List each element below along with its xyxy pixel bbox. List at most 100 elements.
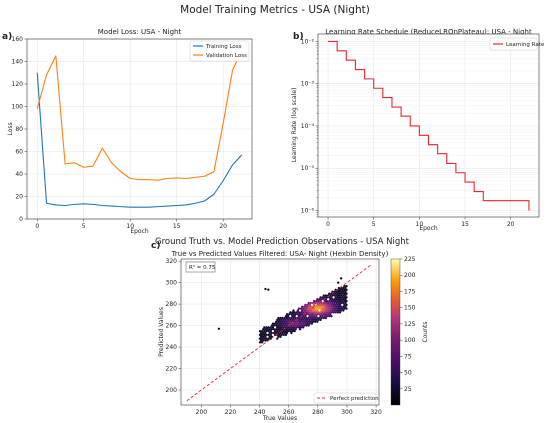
hexbin-cell xyxy=(310,314,313,318)
hexbin-cell xyxy=(285,320,289,323)
hexbin-cell xyxy=(293,314,296,318)
hexbin-cell xyxy=(301,316,304,320)
hexbin-cell xyxy=(333,301,336,305)
hexbin-cell xyxy=(258,337,262,340)
hexbin-cell xyxy=(338,296,342,299)
hexbin-cell xyxy=(330,307,333,310)
hexbin-cell xyxy=(263,329,266,333)
hexbin-cell xyxy=(345,292,348,295)
hexbin-cell xyxy=(305,312,308,316)
hexbin-cell xyxy=(328,296,331,299)
hexbin-cell xyxy=(334,311,337,314)
hexbin-cell xyxy=(282,322,285,325)
hexbin-cell xyxy=(288,312,291,316)
hexbin-cell xyxy=(292,316,295,320)
hexbin-cell xyxy=(335,294,338,297)
hexbin-cell xyxy=(302,322,305,325)
hexbin-cell xyxy=(278,333,281,337)
hexbin-cell xyxy=(335,297,338,301)
colorbar-tick-label: 100 xyxy=(404,337,416,344)
hexbin-cell xyxy=(333,309,336,312)
hexbin-cell xyxy=(309,309,312,312)
hexbin-cell xyxy=(323,314,326,318)
hexbin-cell xyxy=(292,309,295,312)
hexbin-cell xyxy=(262,327,265,331)
hexbin-cell xyxy=(307,324,310,327)
loss-y-tick-label: 160 xyxy=(12,36,24,43)
hexbin-cell xyxy=(325,299,329,303)
hexbin-cell xyxy=(284,314,288,318)
hexbin-cell xyxy=(334,303,337,307)
hexbin-cell xyxy=(278,318,281,322)
hexbin-cell xyxy=(314,305,317,308)
hexbin-cell xyxy=(290,324,293,327)
hexbin-cell xyxy=(270,331,273,335)
hexbin-ylabel: Predicted Values xyxy=(158,307,165,357)
hexbin-cell xyxy=(344,305,347,308)
hexbin-cell xyxy=(318,305,321,308)
hexbin-x-tick-label: 240 xyxy=(254,409,266,416)
hexbin-cell xyxy=(258,329,262,333)
hexbin-cell xyxy=(298,312,302,316)
hexbin-cell xyxy=(284,322,288,325)
hexbin-cell xyxy=(271,326,275,329)
hexbin-cell xyxy=(343,307,346,310)
learning-rate-line xyxy=(328,40,530,211)
hexbin-cell xyxy=(305,305,308,308)
hexbin-cell xyxy=(314,320,317,323)
hexbin-cell xyxy=(344,294,347,297)
hexbin-cell xyxy=(322,312,325,316)
hexbin-cells xyxy=(217,277,348,344)
hexbin-cell xyxy=(271,322,275,325)
hexbin-cell xyxy=(301,320,304,323)
colorbar-tick-label: 200 xyxy=(404,272,416,279)
loss-y-tick-label: 60 xyxy=(15,149,23,156)
hexbin-x-tick-label: 280 xyxy=(312,409,324,416)
hexbin-cell xyxy=(276,326,279,329)
hexbin-legend: Perfect prediction xyxy=(313,392,379,404)
hexbin-cell xyxy=(345,296,348,299)
hexbin-cell xyxy=(287,329,290,333)
lr-x-tick-label: 20 xyxy=(507,221,515,228)
hexbin-cell xyxy=(288,320,291,323)
hexbin-cell xyxy=(264,339,267,342)
hexbin-cell xyxy=(267,288,270,291)
hexbin-cell xyxy=(319,314,322,318)
hexbin-cell xyxy=(319,296,322,299)
hexbin-cell xyxy=(345,307,348,310)
hexbin-cell xyxy=(297,326,300,329)
hexbin-cell xyxy=(334,307,337,310)
loss-legend-label-val: Validation Loss xyxy=(206,53,247,59)
hexbin-cell xyxy=(289,322,292,325)
hexbin-cell xyxy=(306,307,309,310)
hexbin-cell xyxy=(289,311,292,314)
hexbin-cell xyxy=(309,305,312,308)
hexbin-cell xyxy=(322,309,325,312)
loss-chart: a) Model Loss: USA - Night 0 5 10 15 20 0 20 40… xyxy=(2,28,253,235)
hexbin-cell xyxy=(318,316,321,320)
hexbin-cell xyxy=(337,305,341,308)
hexbin-cell xyxy=(275,324,278,327)
section-title: Ground Truth vs. Model Prediction Observ… xyxy=(155,237,410,247)
hexbin-cell xyxy=(304,303,307,307)
hexbin-cell xyxy=(297,318,300,322)
hexbin-cell xyxy=(324,309,328,312)
hexbin-cell xyxy=(289,329,292,333)
hexbin-cell xyxy=(310,318,313,322)
lr-x-tick-label: 5 xyxy=(372,221,376,228)
hexbin-cell xyxy=(217,327,220,331)
hexbin-cell xyxy=(334,292,337,295)
hexbin-x-tick-label: 300 xyxy=(341,409,353,416)
hexbin-y-tick-label: 300 xyxy=(166,280,178,287)
hexbin-cell xyxy=(290,316,293,320)
hexbin-cell xyxy=(343,296,346,299)
hexbin-cell xyxy=(294,320,297,323)
hexbin-cell xyxy=(276,337,279,340)
hexbin-cell xyxy=(308,307,311,310)
hexbin-cell xyxy=(285,331,289,335)
hexbin-cell xyxy=(277,324,280,327)
hexbin-cell xyxy=(288,316,291,320)
hexbin-cell xyxy=(321,296,324,299)
hexbin-cell xyxy=(312,318,316,322)
hexbin-x-tick-label: 320 xyxy=(370,409,382,416)
